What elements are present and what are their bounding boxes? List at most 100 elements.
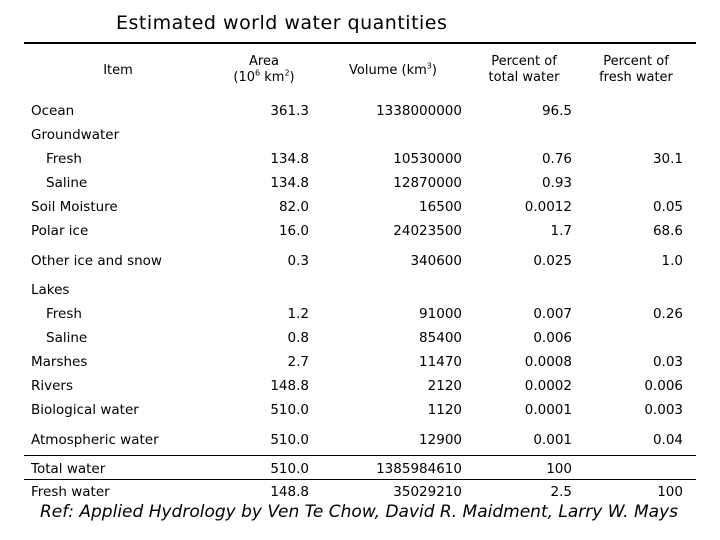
row-percent-total: 0.006 [533,330,572,346]
header-area-unit: km [260,70,285,85]
row-percent-fresh: 0.05 [652,199,683,215]
row-label: Lakes [31,282,70,298]
row-area: 134.8 [270,151,309,167]
table-row-total: Total water 510.0 1385984610 100 [0,461,720,481]
row-volume: 10530000 [393,151,462,167]
row-percent-total: 0.93 [541,175,572,191]
header-percent-fresh-line2: fresh water [599,70,673,85]
header-volume-close: ) [431,63,437,78]
row-percent-total: 0.0002 [524,378,572,394]
row-percent-fresh: 0.26 [652,306,683,322]
row-label: Rivers [31,378,74,394]
row-percent-total: 0.007 [533,306,572,322]
row-label: Marshes [31,354,88,370]
table-row: Soil Moisture 82.0 16500 0.0012 0.05 [0,199,720,219]
table-row: Saline 134.8 12870000 0.93 [0,175,720,195]
row-percent-total: 1.7 [550,223,572,239]
total-rule [24,455,696,456]
row-area: 1.2 [287,306,309,322]
row-percent-fresh: 30.1 [652,151,683,167]
row-volume: 2120 [427,378,462,394]
row-percent-total: 0.0012 [524,199,572,215]
row-area: 2.7 [287,354,309,370]
row-label: Fresh [46,151,82,167]
header-area-close: ) [289,70,295,85]
row-area: 0.3 [287,253,309,269]
row-percent-total: 96.5 [541,103,572,119]
row-area: 510.0 [270,432,309,448]
row-label: Atmospheric water [31,432,159,448]
table-row: Ocean 361.3 1338000000 96.5 [0,103,720,123]
header-percent-fresh-line1: Percent of [603,54,669,69]
row-volume: 91000 [419,306,462,322]
row-label: Saline [46,330,88,346]
row-label: Groundwater [31,127,120,143]
row-volume: 35029210 [393,484,462,500]
row-area: 82.0 [278,199,309,215]
row-area: 134.8 [270,175,309,191]
table-row: Atmospheric water 510.0 12900 0.001 0.04 [0,432,720,452]
header-area: Area (106 km2) [218,54,310,86]
header-volume-exp: 3 [426,61,432,71]
row-volume: 24023500 [393,223,462,239]
row-volume: 1385984610 [376,461,462,477]
header-area-exp: 6 [255,68,261,78]
row-area: 510.0 [270,402,309,418]
row-area: 361.3 [270,103,309,119]
row-percent-total: 0.025 [533,253,572,269]
row-area: 0.8 [287,330,309,346]
table-row: Other ice and snow 0.3 340600 0.025 1.0 [0,253,720,273]
row-label: Fresh water [31,484,110,500]
row-volume: 11470 [419,354,462,370]
row-volume: 1338000000 [376,103,462,119]
table-row-fresh-total: Fresh water 148.8 35029210 2.5 100 [0,484,720,504]
row-volume: 85400 [419,330,462,346]
row-percent-total: 0.76 [541,151,572,167]
table-row: Rivers 148.8 2120 0.0002 0.006 [0,378,720,398]
row-label: Saline [46,175,88,191]
row-percent-fresh: 100 [657,484,683,500]
table-row: Marshes 2.7 11470 0.0008 0.03 [0,354,720,374]
row-label: Biological water [31,402,139,418]
header-volume-line: Volume (km3) [338,61,448,79]
header-area-line2: (106 km2) [218,68,310,86]
header-percent-fresh: Percent of fresh water [582,54,690,86]
row-volume: 12870000 [393,175,462,191]
row-area: 148.8 [270,378,309,394]
row-area: 16.0 [278,223,309,239]
top-rule [24,42,696,44]
table-row: Lakes [0,282,720,302]
table-row: Saline 0.8 85400 0.006 [0,330,720,350]
header-volume: Volume (km3) [338,61,448,79]
header-item-label: Item [103,63,133,78]
row-area: 148.8 [270,484,309,500]
table-row: Fresh 1.2 91000 0.007 0.26 [0,306,720,326]
row-volume: 16500 [419,199,462,215]
row-percent-fresh: 0.04 [652,432,683,448]
reference-citation: Ref: Applied Hydrology by Ven Te Chow, D… [40,502,678,522]
header-percent-total-line2: total water [488,70,560,85]
row-percent-total: 2.5 [550,484,572,500]
header-percent-total-line1: Percent of [491,54,557,69]
table-row: Biological water 510.0 1120 0.0001 0.003 [0,402,720,422]
row-percent-total: 0.001 [533,432,572,448]
table-title: Estimated world water quantities [116,12,448,34]
fresh-total-rule [24,479,696,480]
row-percent-total: 0.0008 [524,354,572,370]
row-label: Fresh [46,306,82,322]
row-volume: 1120 [427,402,462,418]
table-row: Fresh 134.8 10530000 0.76 30.1 [0,151,720,171]
row-percent-fresh: 68.6 [652,223,683,239]
row-label: Other ice and snow [31,253,162,269]
table-row: Polar ice 16.0 24023500 1.7 68.6 [0,223,720,243]
row-percent-fresh: 0.003 [644,402,683,418]
row-label: Ocean [31,103,75,119]
header-area-prefix: (10 [233,70,256,85]
row-percent-fresh: 1.0 [661,253,683,269]
row-percent-fresh: 0.006 [644,378,683,394]
row-label: Soil Moisture [31,199,118,215]
header-area-unit-exp: 2 [284,68,290,78]
header-volume-text: Volume (km [349,63,427,78]
row-area: 510.0 [270,461,309,477]
row-percent-total: 0.0001 [524,402,572,418]
